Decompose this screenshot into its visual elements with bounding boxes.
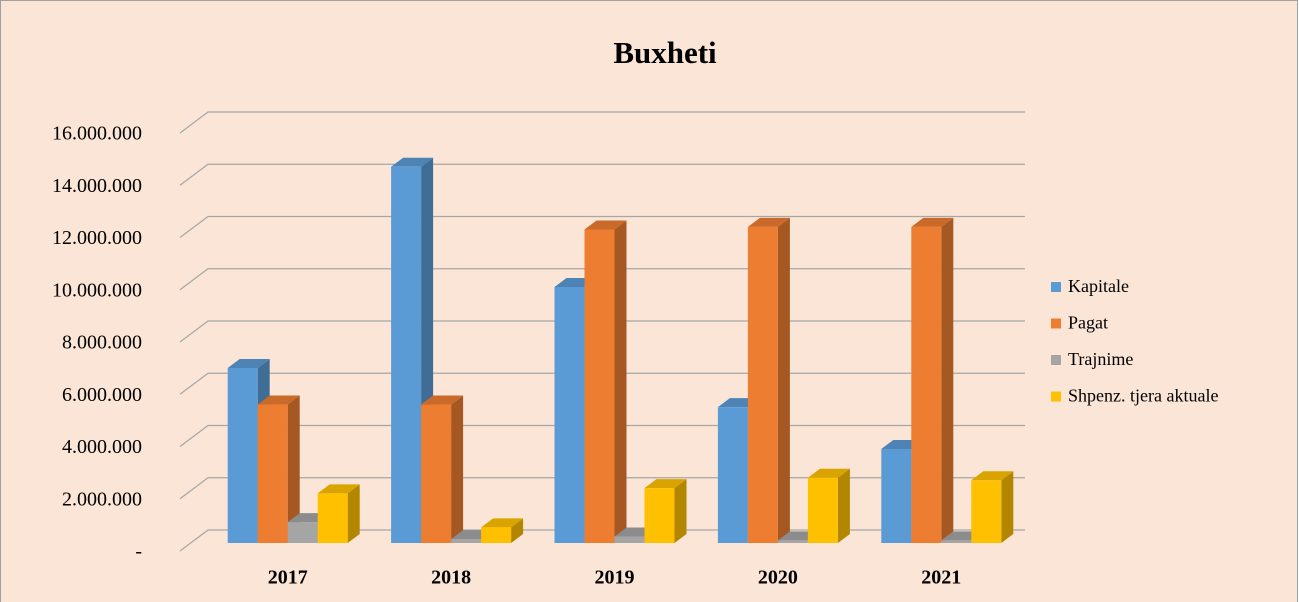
bar-top — [911, 217, 954, 227]
legend-label: Shpenz. tjera aktuale — [1068, 386, 1218, 406]
bar-top — [644, 479, 687, 489]
bar — [807, 477, 838, 543]
bar — [421, 404, 452, 543]
grid-line — [179, 111, 1025, 134]
grid-line — [179, 215, 1025, 238]
bar-top — [807, 468, 850, 478]
bar-top — [257, 395, 300, 405]
legend-swatch — [1051, 391, 1061, 402]
bar-top — [584, 220, 627, 230]
bar — [554, 286, 585, 543]
y-tick-label: 2.000.000 — [62, 488, 142, 510]
bar-side — [837, 468, 850, 543]
bar — [584, 229, 615, 543]
bar-top — [421, 395, 464, 405]
legend-label: Kapitale — [1068, 276, 1129, 296]
bar — [911, 226, 942, 543]
bar — [747, 226, 778, 543]
x-tick-label: 2017 — [268, 567, 308, 589]
bar-side — [451, 395, 464, 543]
bar — [881, 448, 912, 543]
bar-side — [674, 479, 687, 543]
x-tick-label: 2020 — [758, 567, 798, 589]
bar — [287, 522, 318, 543]
chart-title: Buxheti — [613, 35, 717, 70]
bar-side — [511, 518, 524, 543]
legend-swatch — [1051, 318, 1061, 329]
bar — [391, 166, 422, 544]
bar-top — [971, 471, 1014, 481]
bar-side — [347, 484, 360, 543]
y-tick-label: 16.000.000 — [52, 123, 142, 145]
bar-top — [317, 484, 360, 494]
bar-side — [614, 220, 627, 543]
bar-top — [747, 217, 790, 227]
bar — [777, 540, 808, 543]
grid-line — [179, 163, 1025, 186]
legend-label: Pagat — [1068, 313, 1108, 333]
x-tick-label: 2019 — [595, 567, 635, 589]
bar-side — [287, 395, 300, 543]
bar — [971, 480, 1002, 543]
bar — [614, 536, 645, 543]
x-tick-label: 2021 — [921, 567, 961, 589]
bar — [941, 540, 972, 543]
legend-swatch — [1051, 282, 1061, 292]
y-tick-label: 6.000.000 — [62, 384, 142, 406]
legend-swatch — [1051, 355, 1061, 365]
y-tick-label: 10.000.000 — [52, 279, 142, 301]
y-tick-label: - — [135, 541, 142, 563]
y-tick-label: 12.000.000 — [52, 227, 142, 249]
bar — [644, 488, 675, 543]
bar — [451, 539, 482, 543]
bar — [257, 404, 288, 543]
bar — [481, 527, 512, 543]
bar-top — [391, 157, 434, 167]
bar — [227, 367, 258, 543]
y-tick-label: 14.000.000 — [52, 175, 142, 197]
bar-top — [227, 358, 270, 368]
bar-top — [481, 518, 524, 528]
legend-label: Trajnime — [1068, 349, 1133, 369]
bar-side — [941, 217, 954, 543]
y-tick-label: 8.000.000 — [62, 332, 142, 354]
x-tick-label: 2018 — [431, 567, 471, 589]
bar — [317, 493, 348, 543]
bar-side — [777, 217, 790, 543]
y-tick-label: 4.000.000 — [62, 436, 142, 458]
bar-side — [1001, 471, 1014, 543]
bar — [717, 407, 748, 543]
